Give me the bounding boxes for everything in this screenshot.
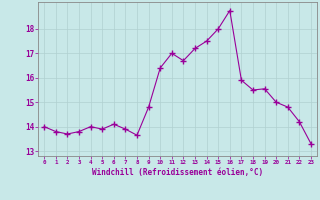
X-axis label: Windchill (Refroidissement éolien,°C): Windchill (Refroidissement éolien,°C) — [92, 168, 263, 177]
